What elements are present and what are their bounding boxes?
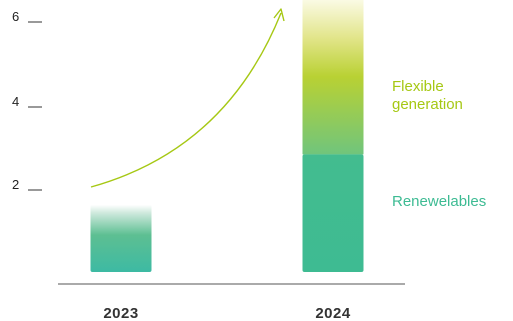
bar-2024-renewables (303, 154, 364, 272)
y-tick-label: 6 (12, 9, 19, 24)
x-tick-label-2023: 2023 (103, 305, 138, 321)
y-tick-label: 4 (12, 94, 19, 109)
legend-flexible-line1: Flexible (392, 78, 444, 95)
bar-2024-flexible-generation (303, 0, 364, 154)
x-tick-label-2024: 2024 (315, 305, 351, 321)
y-axis: 6 4 2 (12, 9, 42, 192)
legend-renewables: Renewelables (392, 193, 486, 210)
y-tick-label: 2 (12, 177, 19, 192)
growth-arrow (91, 13, 281, 187)
legend: Flexible generation Renewelables (392, 78, 486, 210)
legend-flexible-line2: generation (392, 96, 463, 113)
bar-2023-renewables (91, 205, 152, 272)
bars (91, 0, 364, 272)
legend-flexible-generation: Flexible generation (392, 78, 463, 113)
